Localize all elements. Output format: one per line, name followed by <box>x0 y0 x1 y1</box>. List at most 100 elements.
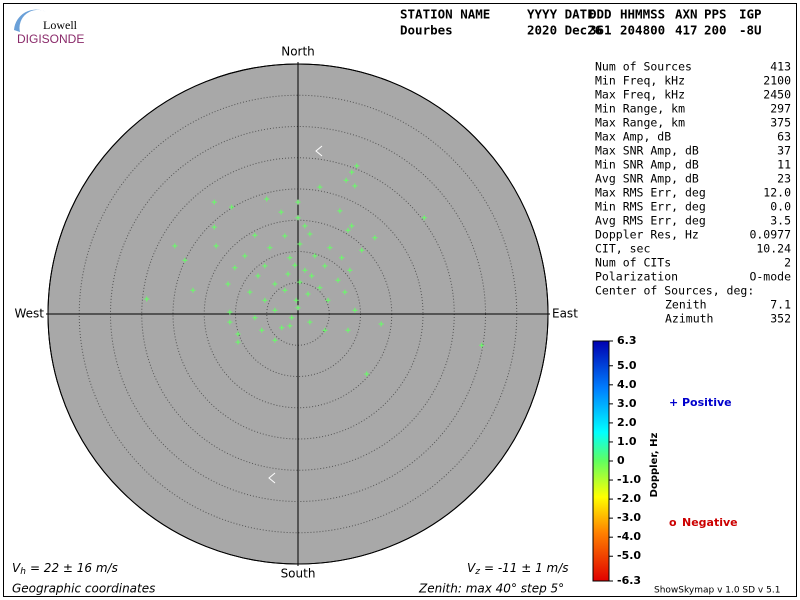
colorbar-label: -6.3 <box>617 574 641 587</box>
source-point <box>272 337 278 343</box>
header-label: STATION NAME <box>400 7 490 22</box>
logo-text: Lowell <box>43 18 78 32</box>
source-point <box>312 253 318 259</box>
source-point <box>252 232 258 238</box>
header-label: DDD <box>589 7 612 22</box>
source-point <box>339 255 345 261</box>
header-value: 361 <box>589 23 612 38</box>
source-point <box>352 183 358 189</box>
velocity-part: z <box>474 567 480 577</box>
source-point <box>352 307 358 313</box>
source-point <box>227 319 233 325</box>
center-label: Azimuth <box>665 312 713 326</box>
source-point <box>359 247 365 253</box>
source-point <box>342 289 348 295</box>
legend-label: Negative <box>682 516 738 529</box>
stat-label: Avg RMS Err, deg <box>595 214 706 228</box>
stat-value: 0.0 <box>770 200 791 214</box>
source-point <box>289 315 295 321</box>
source-point <box>292 262 298 268</box>
center-label: Zenith <box>665 298 707 312</box>
header-value: -8U <box>739 23 762 38</box>
colorbar-label: 0 <box>617 454 625 467</box>
source-point <box>354 163 360 169</box>
colorbar-label: 2.0 <box>617 416 637 429</box>
stat-label: Avg SNR Amp, dB <box>595 172 699 186</box>
center-value: 7.1 <box>770 298 791 312</box>
stat-label: Num of Sources <box>595 60 692 74</box>
source-point <box>227 309 233 315</box>
logo-text: DIGISONDE <box>17 32 84 46</box>
source-point <box>421 215 427 221</box>
source-point <box>232 265 238 271</box>
colorbar-label: -5.0 <box>617 549 641 562</box>
source-point <box>278 209 284 215</box>
source-point <box>287 255 293 261</box>
stat-value: O-mode <box>749 270 791 284</box>
stat-value: 63 <box>777 130 791 144</box>
source-point <box>255 273 261 279</box>
stat-label: Num of CITs <box>595 256 671 270</box>
source-point <box>309 273 315 279</box>
velocity-part: = 22 ± 16 m/s <box>30 561 118 575</box>
stat-label: Min RMS Err, deg <box>595 200 706 214</box>
zenith-note: Zenith: max 40° step 5° <box>418 582 564 596</box>
stat-label: Max SNR Amp, dB <box>595 144 699 158</box>
source-point <box>302 267 308 273</box>
colorbar-label: -4.0 <box>617 530 641 543</box>
velocity-part: V <box>12 561 21 575</box>
velocity-part: = -11 ± 1 m/s <box>484 561 569 575</box>
stat-label: Min Freq, kHz <box>595 74 685 88</box>
colorbar <box>592 340 610 582</box>
source-point <box>295 199 301 205</box>
source-point <box>264 196 270 202</box>
skymap: North South East West <box>14 45 578 581</box>
colorbar-label: -3.0 <box>617 511 641 524</box>
source-point <box>272 281 278 287</box>
stat-value: 2450 <box>763 88 791 102</box>
source-point <box>247 289 253 295</box>
stat-value: 23 <box>777 172 791 186</box>
stat-label: Doppler Res, Hz <box>595 228 699 242</box>
source-point <box>307 319 313 325</box>
source-point <box>479 342 485 348</box>
frame <box>3 3 797 597</box>
center-title: Center of Sources, deg: <box>595 284 754 298</box>
stat-value: 375 <box>770 116 791 130</box>
source-point <box>190 287 196 293</box>
stat-label: Polarization <box>595 270 678 284</box>
stat-label: Min SNR Amp, dB <box>595 158 699 172</box>
header-value: 2020 Dec26 <box>527 23 602 38</box>
source-point <box>347 267 353 273</box>
source-point <box>295 215 301 221</box>
colorbar-label: 6.3 <box>617 334 637 347</box>
source-point <box>225 281 231 287</box>
source-point <box>293 297 299 303</box>
stat-label: CIT, sec <box>595 242 650 256</box>
colorbar-title: Doppler, Hz <box>649 433 660 498</box>
colorbar-label: 4.0 <box>617 378 637 391</box>
source-point <box>235 331 241 337</box>
logo-swoosh <box>14 9 46 32</box>
source-point <box>343 177 349 183</box>
velocity-part: V <box>467 561 476 575</box>
stat-value: 297 <box>770 102 791 116</box>
stat-value: 11 <box>777 158 791 172</box>
legend-symbol: o <box>669 516 677 529</box>
source-point <box>345 227 351 233</box>
velocity: Vh = 22 ± 16 m/s <box>12 561 118 577</box>
source-point <box>317 285 323 291</box>
stat-value: 3.5 <box>770 214 791 228</box>
source-point <box>211 199 217 205</box>
center-value: 352 <box>770 312 791 326</box>
compass-label: South <box>281 567 316 581</box>
header-label: IGP <box>739 7 762 22</box>
source-point <box>213 243 219 249</box>
header-value: 417 <box>675 23 698 38</box>
source-point <box>262 263 268 269</box>
source-point <box>282 287 288 293</box>
marker <box>268 145 323 484</box>
header-label: HHMMSS <box>620 7 665 22</box>
source-point <box>302 223 308 229</box>
